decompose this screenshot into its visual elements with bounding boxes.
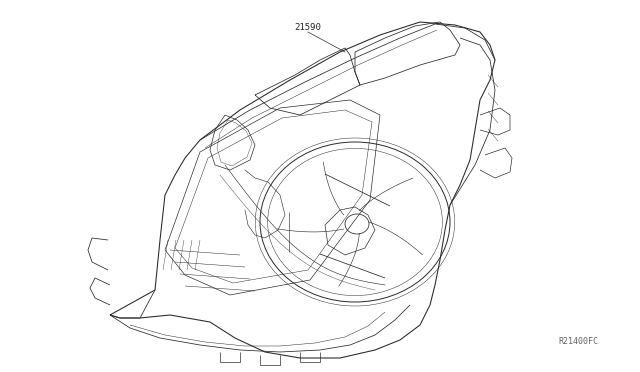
Text: 21590: 21590	[294, 22, 321, 32]
Text: R21400FC: R21400FC	[558, 337, 598, 346]
